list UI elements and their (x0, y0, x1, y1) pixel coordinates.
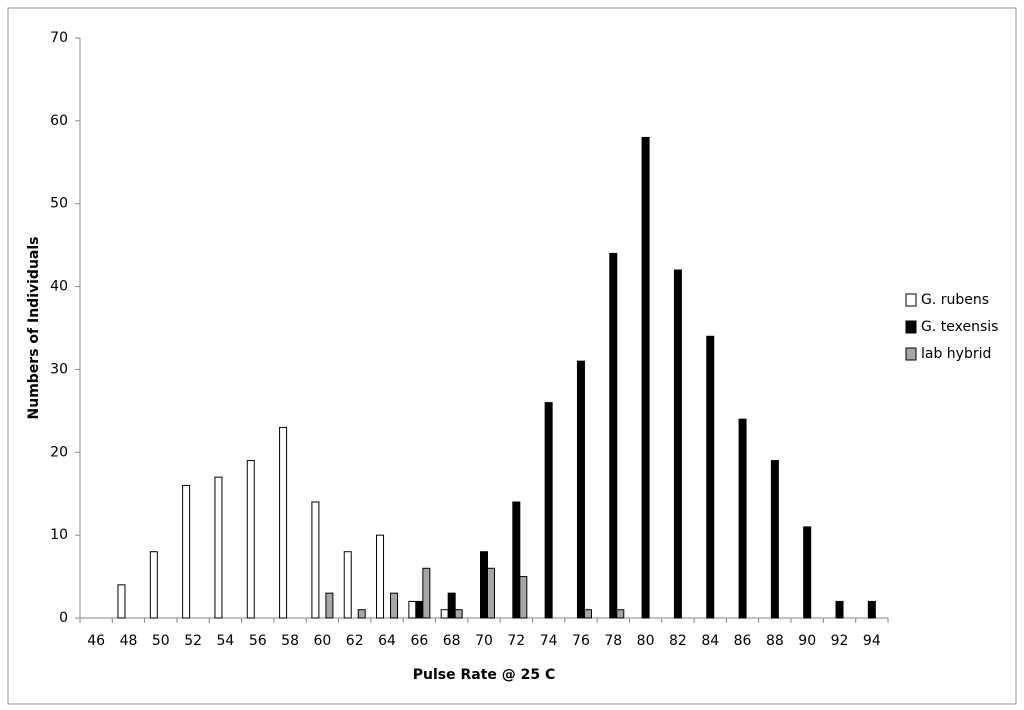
frame (7, 7, 1017, 705)
bar (738, 418, 747, 619)
bar (447, 592, 456, 619)
x-tick-label: 70 (475, 633, 493, 649)
x-tick-label: 60 (313, 633, 331, 649)
bar (867, 600, 876, 619)
bar (609, 252, 618, 619)
x-tick-label: 86 (734, 633, 752, 649)
bar (214, 476, 223, 619)
bar (325, 592, 334, 619)
x-tick-label: 82 (669, 633, 687, 649)
x-tick-label: 94 (863, 633, 881, 649)
bar (519, 576, 528, 619)
x-tick-label: 64 (378, 633, 396, 649)
bar (408, 600, 417, 619)
bar (390, 592, 399, 619)
bar (279, 426, 288, 619)
bar (376, 534, 385, 619)
x-tick-label: 78 (604, 633, 622, 649)
x-tick-label: 54 (217, 633, 235, 649)
bar (415, 600, 424, 619)
x-tick-label: 80 (637, 633, 655, 649)
x-tick-label: 76 (572, 633, 590, 649)
y-tick-label: 20 (50, 444, 68, 460)
x-tick-label: 52 (184, 633, 202, 649)
bar (576, 360, 585, 619)
y-tick-label: 0 (59, 610, 68, 626)
x-tick-label: 48 (120, 633, 138, 649)
x-tick-label: 92 (831, 633, 849, 649)
bar (835, 600, 844, 619)
y-tick-label: 30 (50, 361, 68, 377)
bar (487, 567, 495, 619)
bar (512, 501, 521, 619)
bar (803, 526, 812, 619)
bar (117, 584, 126, 619)
bar (544, 402, 553, 619)
bar (616, 609, 625, 619)
x-tick-label: 68 (443, 633, 461, 649)
x-tick-label: 62 (346, 633, 364, 649)
bar (583, 609, 592, 619)
x-tick-label: 90 (798, 633, 816, 649)
y-tick-label: 40 (50, 279, 68, 295)
bar (454, 609, 463, 619)
y-tick-label: 60 (50, 113, 68, 129)
x-tick-label: 72 (507, 633, 525, 649)
bar (641, 136, 650, 619)
y-axis-title: Numbers of Individuals (26, 237, 42, 420)
x-tick-label: 58 (281, 633, 299, 649)
bar (706, 335, 715, 619)
x-tick-label: 56 (249, 633, 267, 649)
bar (673, 269, 682, 619)
legend-label: G. texensis (921, 319, 998, 335)
legend-label: G. rubens (921, 292, 989, 308)
legend-label: lab hybrid (921, 346, 991, 362)
y-tick-label: 50 (50, 196, 68, 212)
bar (149, 551, 158, 619)
x-tick-label: 88 (766, 633, 784, 649)
x-tick-label: 50 (152, 633, 170, 649)
bar (480, 551, 488, 619)
bar (422, 567, 431, 619)
bar (770, 460, 779, 619)
x-tick-label: 84 (701, 633, 719, 649)
x-axis-title: Pulse Rate @ 25 C (413, 667, 556, 683)
x-tick-label: 66 (410, 633, 428, 649)
bar (440, 609, 449, 619)
bar (246, 460, 255, 619)
legend-swatch (905, 320, 917, 334)
y-tick-label: 10 (50, 527, 68, 543)
x-tick-label: 74 (540, 633, 558, 649)
bar (357, 609, 366, 619)
bar (182, 484, 191, 619)
bar (343, 551, 352, 619)
bar (311, 501, 320, 619)
legend-swatch (905, 293, 917, 307)
y-tick-label: 70 (50, 30, 68, 46)
x-tick-label: 46 (87, 633, 105, 649)
legend-swatch (905, 347, 917, 361)
